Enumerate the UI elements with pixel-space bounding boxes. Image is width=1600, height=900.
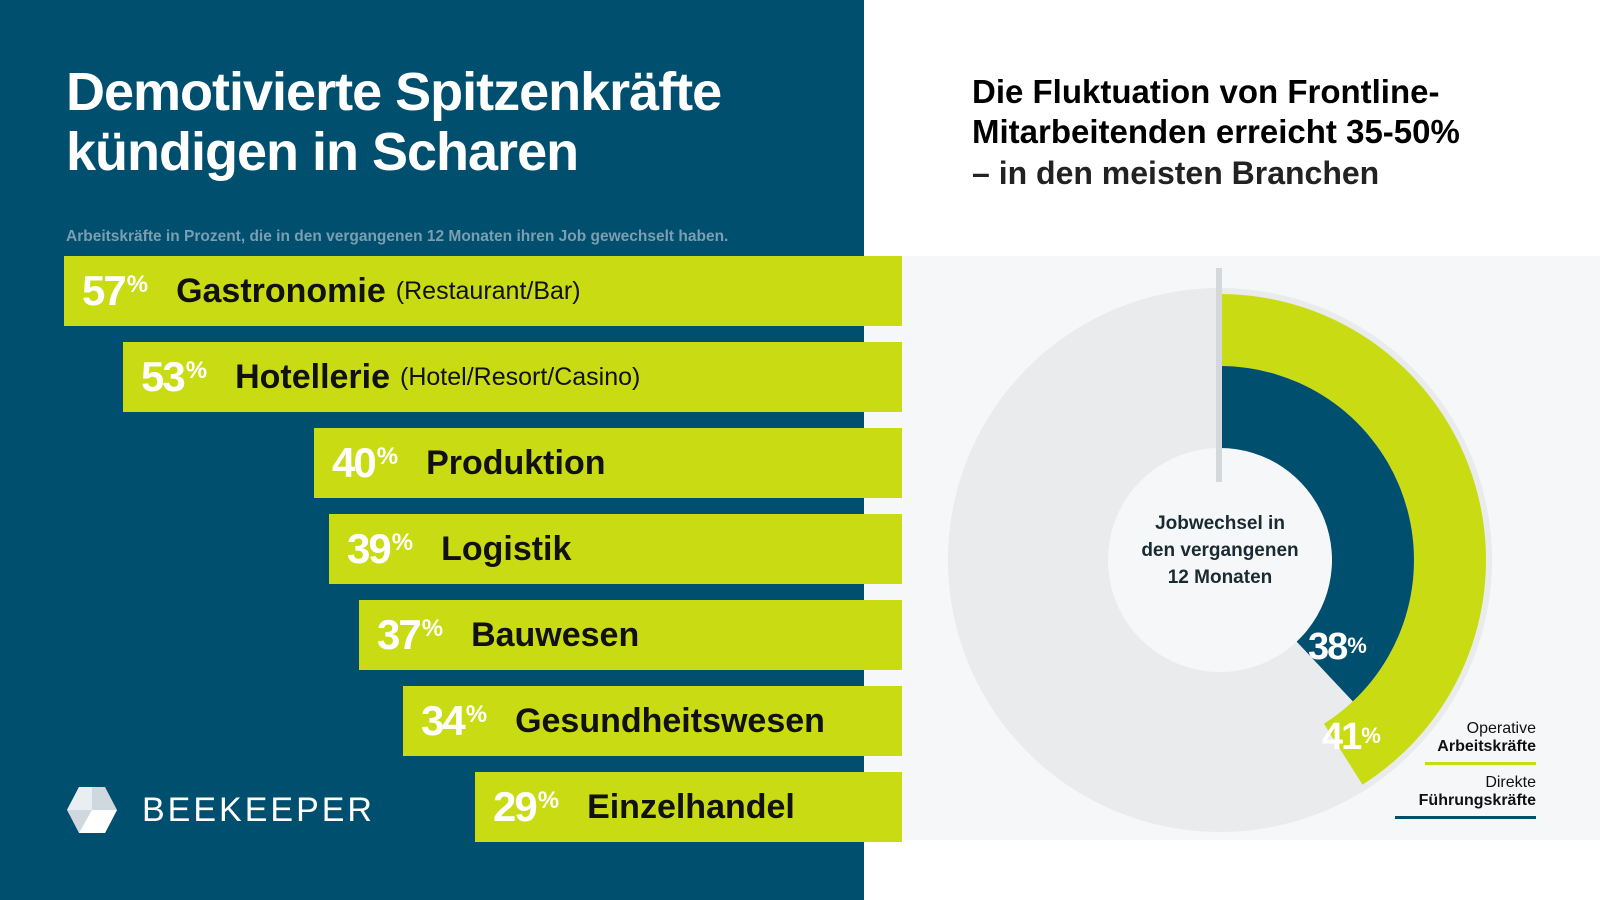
bar-percent-sign: % bbox=[465, 701, 488, 728]
bar-value-label: 29 bbox=[493, 783, 538, 830]
donut-start-marker bbox=[1216, 268, 1222, 482]
bar-percent-sign: % bbox=[537, 787, 560, 814]
page-title: Demotivierte Spitzenkräfte kündigen in S… bbox=[66, 62, 846, 182]
donut-label-operative: 41% bbox=[1322, 716, 1381, 758]
donut-center-label: Jobwechsel in den vergangenen 12 Monaten bbox=[1105, 510, 1335, 591]
bar-percent-sign: % bbox=[126, 271, 149, 298]
bar-value-label: 53 bbox=[141, 353, 186, 400]
bar-value-label: 40 bbox=[332, 439, 377, 486]
logo-wordmark: BEEKEEPER bbox=[142, 790, 375, 829]
bar-einzelhandel: 29% Einzelhandel bbox=[475, 772, 902, 842]
hexagon-logo-icon bbox=[67, 787, 117, 833]
bar-percent-sign: % bbox=[376, 443, 399, 470]
legend-leaders-line1: Direkte bbox=[1485, 774, 1536, 791]
bar-category-sublabel: (Restaurant/Bar) bbox=[395, 276, 581, 305]
chart-title-line1: Die Fluktuation von Frontline- bbox=[972, 73, 1440, 110]
legend-item-leaders: Direkte Führungskräfte bbox=[1394, 774, 1536, 819]
bar-hotellerie: 53% Hotellerie (Hotel/Resort/Casino) bbox=[123, 342, 902, 412]
legend-operative-line2: Arbeitskräfte bbox=[1437, 738, 1536, 755]
legend-operative-line1: Operative bbox=[1466, 720, 1536, 737]
bar-percent-sign: % bbox=[391, 529, 414, 556]
bar-category-label: Gastronomie bbox=[176, 271, 386, 310]
bar-category-label: Produktion bbox=[426, 443, 606, 482]
bar-value-label: 37 bbox=[377, 611, 422, 658]
bar-category-label: Bauwesen bbox=[471, 615, 640, 654]
bar-category-label: Gesundheitswesen bbox=[515, 701, 825, 740]
bar-category-label: Logistik bbox=[441, 529, 572, 568]
bar-logistik: 39% Logistik bbox=[329, 514, 902, 584]
bar-chart-subtitle: Arbeitskräfte in Prozent, die in den ver… bbox=[66, 228, 729, 245]
bar-percent-sign: % bbox=[421, 615, 444, 642]
bar-gastronomie: 57% Gastronomie (Restaurant/Bar) bbox=[64, 256, 902, 326]
bar-category-label: Hotellerie bbox=[235, 357, 391, 396]
page-title-line1: Demotivierte Spitzenkräfte bbox=[66, 62, 722, 122]
legend-item-operative: Operative Arbeitskräfte bbox=[1425, 720, 1536, 765]
bar-produktion: 40% Produktion bbox=[314, 428, 902, 498]
bar-category-sublabel: (Hotel/Resort/Casino) bbox=[400, 362, 641, 391]
chart-title-line2: Mitarbeitenden erreicht 35-50% bbox=[972, 113, 1460, 150]
beekeeper-logo: BEEKEEPER bbox=[66, 786, 375, 834]
donut-arc-leaders bbox=[1220, 366, 1414, 702]
bar-value-label: 39 bbox=[347, 525, 392, 572]
donut-center-line3: 12 Monaten bbox=[1167, 567, 1273, 588]
bar-category-label: Einzelhandel bbox=[587, 787, 795, 826]
donut-center-line2: den vergangenen bbox=[1141, 540, 1299, 561]
donut-center-line1: Jobwechsel in bbox=[1155, 513, 1285, 534]
chart-title: Die Fluktuation von Frontline- Mitarbeit… bbox=[972, 72, 1572, 194]
legend-leaders-line2: Führungskräfte bbox=[1418, 792, 1536, 809]
bar-bauwesen: 37% Bauwesen bbox=[359, 600, 902, 670]
donut-label-leaders: 38% bbox=[1308, 626, 1367, 668]
bar-value-label: 34 bbox=[421, 697, 466, 744]
bar-percent-sign: % bbox=[185, 357, 208, 384]
page-title-line2: kündigen in Scharen bbox=[66, 122, 579, 182]
donut-arc-operative bbox=[1220, 294, 1486, 785]
bar-gesundheitswesen: 34% Gesundheitswesen bbox=[403, 686, 902, 756]
chart-title-line3: – in den meisten Branchen bbox=[972, 155, 1380, 191]
bar-value-label: 57 bbox=[82, 267, 127, 314]
